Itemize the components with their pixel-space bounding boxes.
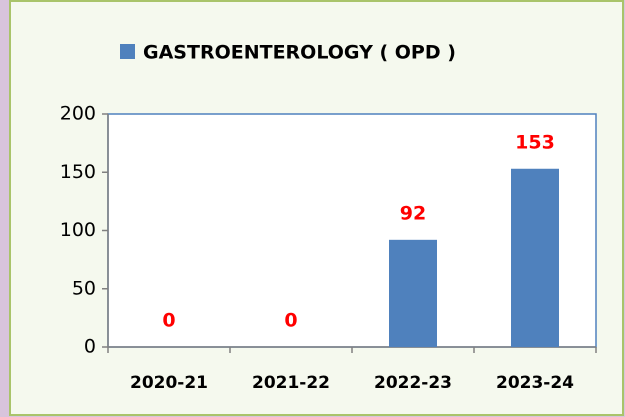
value-label: 0 [284,310,297,332]
bar [511,168,559,347]
legend-swatch [120,44,135,59]
value-label: 0 [162,310,175,332]
value-label: 92 [400,202,426,224]
y-tick-label: 150 [60,161,96,183]
x-tick-label: 2023-24 [496,373,574,393]
bar [389,239,437,347]
legend-label: GASTROENTEROLOGY ( OPD ) [143,42,456,64]
x-tick-label: 2022-23 [374,373,452,393]
x-tick-label: 2020-21 [130,373,208,393]
value-label: 153 [515,131,555,153]
x-tick-label: 2021-22 [252,373,330,393]
y-tick-label: 0 [84,336,96,358]
y-tick-label: 200 [60,103,96,125]
y-tick-label: 100 [60,219,96,241]
y-tick-label: 50 [72,277,96,299]
